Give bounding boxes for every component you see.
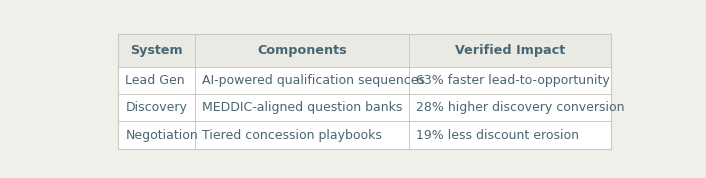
Text: Tiered concession playbooks: Tiered concession playbooks	[202, 129, 382, 142]
Text: 63% faster lead-to-opportunity: 63% faster lead-to-opportunity	[416, 74, 610, 87]
Text: AI-powered qualification sequences: AI-powered qualification sequences	[202, 74, 425, 87]
Text: 28% higher discovery conversion: 28% higher discovery conversion	[416, 101, 625, 114]
Text: Discovery: Discovery	[126, 101, 187, 114]
Text: Negotiation: Negotiation	[126, 129, 198, 142]
Text: Components: Components	[257, 44, 347, 57]
Text: Verified Impact: Verified Impact	[455, 44, 565, 57]
Bar	[119, 121, 611, 149]
Bar	[119, 94, 611, 121]
Text: MEDDIC-aligned question banks: MEDDIC-aligned question banks	[202, 101, 402, 114]
Text: System: System	[130, 44, 183, 57]
Bar	[119, 34, 611, 67]
Bar	[119, 67, 611, 94]
Text: 19% less discount erosion: 19% less discount erosion	[416, 129, 579, 142]
Bar	[119, 34, 611, 149]
Text: Lead Gen: Lead Gen	[126, 74, 185, 87]
